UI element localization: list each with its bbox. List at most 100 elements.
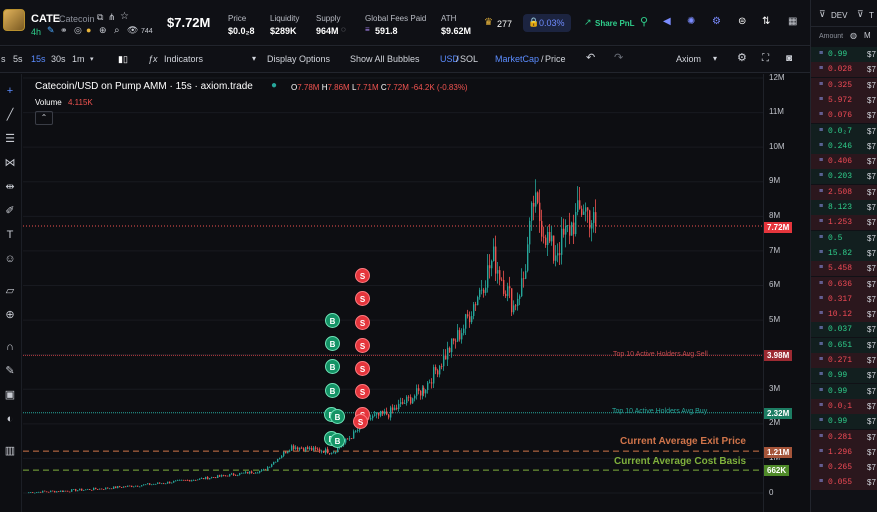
filter-icon[interactable]: ⊽ [819,9,826,19]
megaphone-icon[interactable]: ◀ [663,16,671,27]
fullscreen-icon[interactable]: ⛶ [762,53,769,64]
chart-canvas[interactable] [23,74,763,512]
timeframe-15s[interactable]: 15s [31,54,46,64]
trade-row[interactable]: ≡ 0.203 $7 [811,169,877,185]
mode-price[interactable]: Price [545,54,566,64]
fx-icon[interactable]: ƒx [148,54,158,64]
currency-sol[interactable]: SOL [460,54,479,64]
pitchfork-icon[interactable]: ⋈ [4,157,16,169]
redo-icon[interactable]: ↷ [614,52,624,64]
chevron-down-icon[interactable]: ▾ [713,54,718,63]
zoom-in-icon[interactable]: ⊕ [5,309,15,321]
collapse-legend-button[interactable]: ⌃ [35,111,53,125]
chevron-down-icon[interactable]: ▾ [90,56,94,63]
trade-row[interactable]: ≡ 0.246 $7 [811,138,877,154]
trade-row[interactable]: ≡ 0.99 $7 [811,414,877,430]
trade-row[interactable]: ≡ 0.271 $7 [811,353,877,368]
sell-bubble[interactable]: S [355,338,370,353]
undo-icon[interactable]: ↶ [586,52,596,64]
trade-row[interactable]: ≡ 2.508 $7 [811,184,877,200]
crosshair-icon[interactable]: + [6,85,14,97]
share-icon[interactable]: ⋔ [108,12,116,22]
link-icon[interactable]: ⚭ [60,25,68,35]
trade-row[interactable]: ≡ 0.636 $7 [811,276,877,292]
settings-icon[interactable]: ⚙ [737,52,747,64]
globe-icon[interactable]: ⊕ [99,25,107,35]
buy-bubble[interactable]: B [330,409,345,424]
trade-row[interactable]: ≡ 0.5 $7 [811,230,877,246]
trade-row[interactable]: ≡ 15.82 $7 [811,245,877,261]
chart-settings-icon[interactable]: ⚙ [712,16,721,27]
sell-bubble[interactable]: S [353,414,368,429]
trade-row[interactable]: ≡ 0.406 $7 [811,154,877,170]
timeframe-5s[interactable]: 5s [13,54,23,64]
sell-bubble[interactable]: S [355,291,370,306]
chevron-down-icon[interactable]: ▾ [252,54,257,63]
holders-count[interactable]: 277 [497,19,513,29]
token-logo[interactable] [3,9,25,31]
token-name[interactable]: Catecoin [59,14,95,24]
trade-row[interactable]: ≡ 0.281 $7 [811,429,877,445]
trade-row[interactable]: ≡ 5.972 $7 [811,92,877,108]
buy-bubble[interactable]: B [330,433,345,448]
currency-usd[interactable]: USD [440,54,460,64]
trendline-icon[interactable]: ╱ [6,109,14,121]
tab-dev[interactable]: DEV [831,11,848,20]
sort-icon[interactable]: ⇅ [762,16,771,27]
timeframe-1m[interactable]: 1m [72,54,85,64]
gear-icon[interactable]: ✺ [687,16,696,27]
buy-bubble[interactable]: B [325,359,340,374]
pump-icon[interactable]: ✎ [47,25,55,35]
trade-row[interactable]: ≡ 0.0₂7 $7 [811,123,877,139]
lock-icon[interactable]: ▣ [4,389,16,401]
ruler-icon[interactable]: ▱ [5,285,15,297]
trade-row[interactable]: ≡ 0.651 $7 [811,337,877,353]
timeframe-s[interactable]: s [1,54,6,64]
trade-row[interactable]: ≡ 0.99 $7 [811,368,877,384]
magnet-icon[interactable]: ∩ [6,341,14,353]
grid-icon[interactable]: ▦ [788,16,798,27]
price-chart[interactable]: Catecoin/USD on Pump AMM · 15s · axiom.t… [23,74,763,512]
share-pnl-button[interactable]: Share PnL [595,19,635,28]
text-icon[interactable]: T [6,229,14,241]
search-icon[interactable]: ⌕ [114,25,120,36]
trade-row[interactable]: ≡ 0.99 $7 [811,383,877,399]
trade-row[interactable]: ≡ 1.296 $7 [811,444,877,460]
indicators-button[interactable]: Indicators [164,54,204,64]
sol-toggle-icon[interactable]: ◍ [850,31,857,40]
eye-icon[interactable]: ◐ [6,413,14,425]
mode-marketcap[interactable]: MarketCap [495,54,540,64]
trade-row[interactable]: ≡ 0.265 $7 [811,460,877,476]
trade-row[interactable]: ≡ 1.253 $7 [811,215,877,231]
pin-icon[interactable]: ⚲ [640,16,649,28]
sell-bubble[interactable]: S [355,268,370,283]
trade-row[interactable]: ≡ 5.458 $7 [811,261,877,277]
coin-icon[interactable]: ● [86,25,92,35]
price-axis[interactable]: 12M 11M 10M 9M 8M 7M 6M 5M 4M 3M 2M 1M 0… [763,74,806,512]
trade-row[interactable]: ≡ 0.037 $7 [811,322,877,338]
camera-icon[interactable]: ◙ [786,53,793,64]
trade-row[interactable]: ≡ 10.12 $7 [811,307,877,323]
lock-drawing-icon[interactable]: ✎ [5,365,15,377]
star-icon[interactable]: ☆ [120,11,129,22]
pattern-icon[interactable]: ⇹ [5,181,15,193]
trade-row[interactable]: ≡ 0.99 $7 [811,47,877,62]
sell-bubble[interactable]: S [355,361,370,376]
filter-icon[interactable]: ⊽ [857,9,864,19]
trade-row[interactable]: ≡ 0.0₂1 $7 [811,398,877,414]
trash-icon[interactable]: ▥ [4,445,16,457]
show-all-bubbles-button[interactable]: Show All Bubbles [350,54,420,64]
display-options-button[interactable]: Display Options [267,54,331,64]
pct-chip[interactable]: 🔒 0.03% [523,14,571,32]
candles-icon[interactable]: ▮▯ [118,54,128,64]
brush-icon[interactable]: ✐ [5,205,15,217]
trade-row[interactable]: ≡ 8.123 $7 [811,200,877,215]
dollar-icon[interactable]: ⊜ [738,16,747,27]
tab-tracked[interactable]: T [869,11,874,20]
trade-row[interactable]: ≡ 0.317 $7 [811,291,877,307]
timeframe-30s[interactable]: 30s [51,54,66,64]
trade-row[interactable]: ≡ 0.325 $7 [811,77,877,93]
emoji-icon[interactable]: ☺ [4,253,16,265]
sell-bubble[interactable]: S [355,315,370,330]
trade-row[interactable]: ≡ 0.028 $7 [811,62,877,78]
